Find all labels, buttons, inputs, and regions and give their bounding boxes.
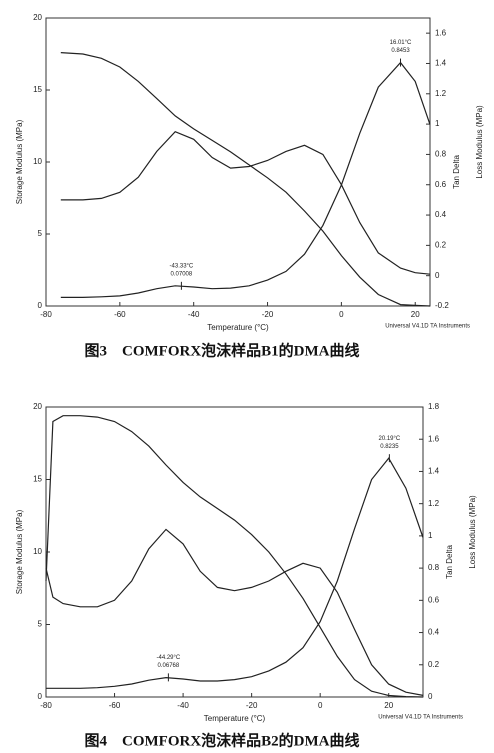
y2-tick-label: 0.4: [435, 210, 447, 219]
x-tick-label: 0: [339, 310, 344, 319]
x-tick-label: 20: [411, 310, 420, 319]
y-tick-label: 15: [33, 475, 42, 484]
y2-tick-label: 1.6: [428, 434, 440, 443]
data-line: [45, 415, 424, 698]
y2-tick-label: 0.2: [435, 240, 447, 249]
y2-tick-label: 1.8: [428, 402, 440, 411]
x-axis-label: Temperature (°C): [207, 323, 269, 332]
y2-tick-label: 1: [435, 119, 440, 128]
x-tick-label: -20: [246, 701, 258, 710]
annotation-label: -44.29°C: [157, 655, 181, 661]
y-axis-label: Storage Modulus (MPa): [15, 509, 24, 594]
y2-tick-label: 1.6: [435, 28, 447, 37]
data-line: [46, 457, 424, 689]
y2-tick-label: 1: [428, 531, 433, 540]
figure-caption: 图3 COMFORX泡沫样品B1的DMA曲线: [85, 341, 360, 359]
plot-frame: [45, 17, 431, 307]
annotation-label: 0.8453: [391, 48, 410, 54]
data-line: [60, 52, 431, 307]
x-tick-label: 20: [384, 701, 393, 710]
y2-tick-label: 0.8: [435, 150, 447, 159]
y-tick-label: 10: [33, 157, 42, 166]
y2-tick-label: 0: [428, 692, 433, 701]
y-tick-label: 5: [38, 229, 43, 238]
y2-axis-label: Loss Modulus (MPa): [468, 495, 477, 569]
y-tick-label: 20: [33, 402, 42, 411]
figure-caption: 图4 COMFORX泡沫样品B2的DMA曲线: [85, 731, 360, 749]
x-tick-label: -60: [114, 310, 126, 319]
x-tick-label: -20: [262, 310, 274, 319]
y3-axis-label: Tan Delta: [445, 545, 454, 579]
y2-tick-label: 1.2: [435, 89, 447, 98]
y3-axis-label: Tan Delta: [452, 155, 461, 189]
annotation-label: 0.07008: [171, 271, 193, 277]
data-line: [60, 61, 431, 298]
y-tick-label: 5: [38, 620, 43, 629]
y-tick-label: 0: [38, 692, 43, 701]
y2-tick-label: 1.4: [435, 59, 447, 68]
x-tick-label: -80: [40, 310, 52, 319]
x-tick-label: 0: [318, 701, 323, 710]
y2-tick-label: 0.6: [428, 595, 440, 604]
y-tick-label: 0: [38, 301, 43, 310]
y2-tick-label: 0.4: [428, 628, 440, 637]
y2-tick-label: 0.2: [428, 660, 440, 669]
x-tick-label: -40: [188, 310, 200, 319]
instrument-note: Universal V4.1D TA Instruments: [385, 324, 470, 330]
instrument-note: Universal V4.1D TA Instruments: [378, 715, 463, 721]
annotation-label: 16.01°C: [390, 40, 412, 46]
data-line: [60, 130, 431, 275]
y2-tick-label: 1.4: [428, 467, 440, 476]
annotation-label: -43.33°C: [170, 263, 194, 269]
y-tick-label: 15: [33, 85, 42, 94]
annotation-label: 0.8235: [380, 444, 399, 450]
x-axis-label: Temperature (°C): [204, 714, 266, 723]
annotation-label: 0.06768: [158, 663, 180, 669]
y2-tick-label: 0.6: [435, 180, 447, 189]
x-tick-label: -40: [177, 701, 189, 710]
x-tick-label: -60: [109, 701, 121, 710]
y2-axis-label: Loss Modulus (MPa): [475, 105, 484, 179]
annotation-label: 20.19°C: [379, 436, 401, 442]
y-tick-label: 20: [33, 13, 42, 22]
y2-tick-label: -0.2: [435, 301, 449, 310]
y-axis-label: Storage Modulus (MPa): [15, 119, 24, 204]
y-tick-label: 10: [33, 547, 42, 556]
y2-tick-label: 0: [435, 271, 440, 280]
data-line: [45, 528, 424, 696]
y2-tick-label: 1.2: [428, 499, 440, 508]
y2-tick-label: 0.8: [428, 563, 440, 572]
x-tick-label: -80: [40, 701, 52, 710]
